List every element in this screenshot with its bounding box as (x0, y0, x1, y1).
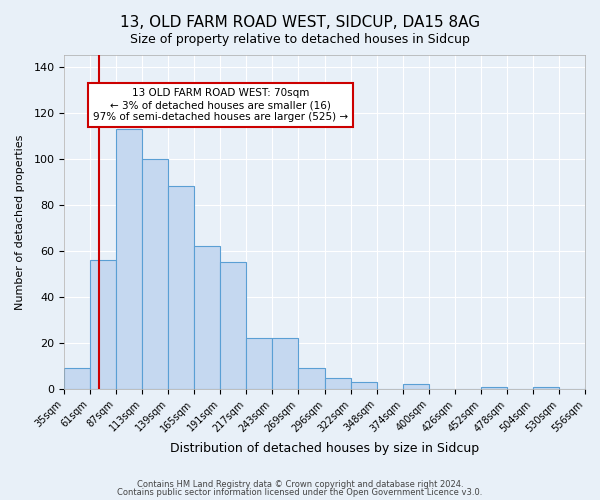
Bar (168, 186, 194, 389)
Text: 13 OLD FARM ROAD WEST: 70sqm
← 3% of detached houses are smaller (16)
97% of sem: 13 OLD FARM ROAD WEST: 70sqm ← 3% of det… (93, 88, 348, 122)
Bar (194, 246, 220, 389)
Bar (351, 382, 377, 389)
Bar (142, 158, 168, 389)
Y-axis label: Number of detached properties: Number of detached properties (15, 134, 25, 310)
Bar (533, 386, 559, 389)
Bar (585, 386, 600, 389)
Bar (325, 378, 351, 389)
Text: 13, OLD FARM ROAD WEST, SIDCUP, DA15 8AG: 13, OLD FARM ROAD WEST, SIDCUP, DA15 8AG (120, 15, 480, 30)
Bar (403, 384, 429, 389)
Bar (272, 338, 298, 389)
Bar (298, 368, 325, 389)
Bar (116, 128, 142, 389)
Bar (90, 260, 116, 389)
Text: Size of property relative to detached houses in Sidcup: Size of property relative to detached ho… (130, 32, 470, 46)
Text: Contains HM Land Registry data © Crown copyright and database right 2024.: Contains HM Land Registry data © Crown c… (137, 480, 463, 489)
Text: Contains public sector information licensed under the Open Government Licence v3: Contains public sector information licen… (118, 488, 482, 497)
Bar (481, 386, 507, 389)
Bar (64, 368, 90, 389)
Bar (246, 338, 272, 389)
Bar (220, 262, 246, 389)
X-axis label: Distribution of detached houses by size in Sidcup: Distribution of detached houses by size … (170, 442, 479, 455)
